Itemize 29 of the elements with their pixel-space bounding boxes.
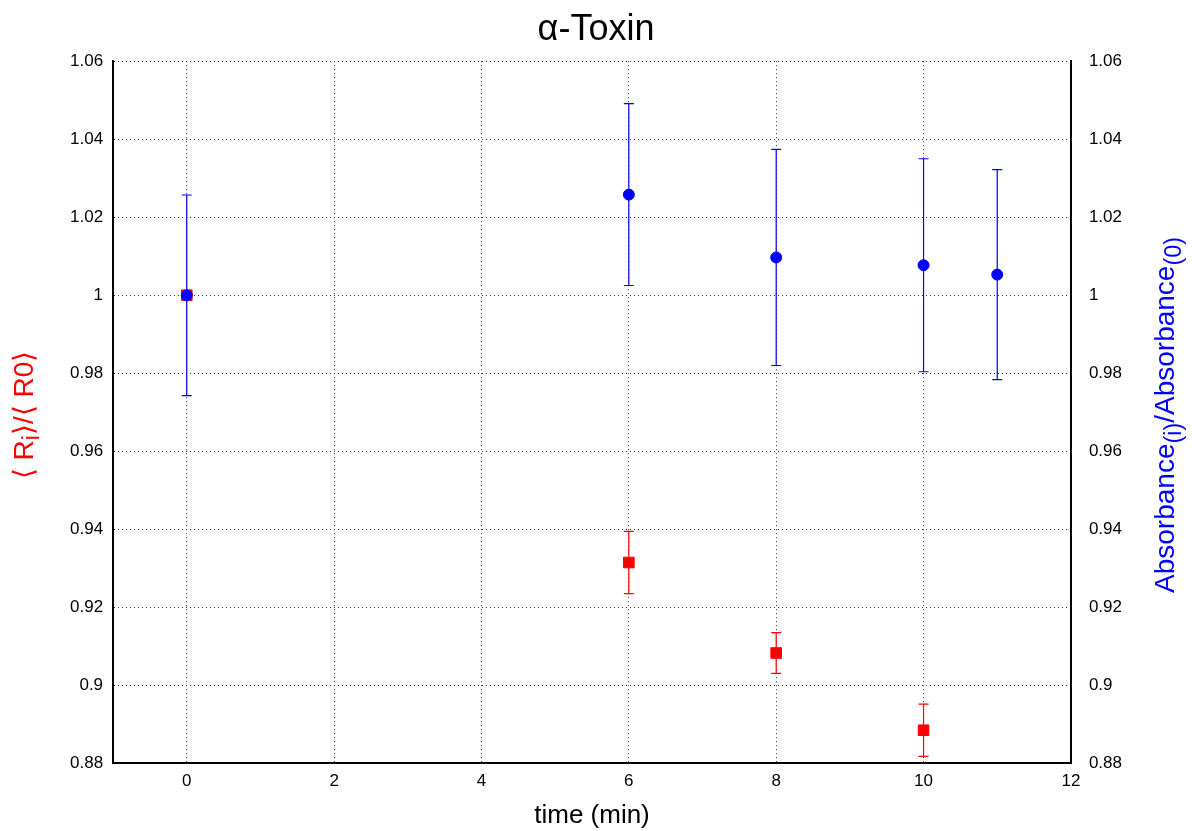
- y-tick-label: 1.06: [69, 50, 104, 70]
- y-tick-label: 0.98: [69, 362, 104, 382]
- y2-tick-label: 1: [1088, 284, 1099, 304]
- y2-tick-label: 0.9: [1088, 675, 1113, 695]
- x-tick-label: 12: [1061, 771, 1081, 791]
- y2-tick-label: 0.92: [1088, 597, 1123, 617]
- x-tick-label: 4: [476, 771, 487, 791]
- y-tick-label: 0.88: [69, 753, 104, 773]
- y-tick-label: 1.02: [69, 206, 104, 226]
- x-tick-label: 0: [182, 771, 192, 791]
- y-tick-label: 0.96: [69, 441, 104, 460]
- y-tick-label: 1: [93, 284, 104, 304]
- y-tick-label: 0.94: [69, 519, 104, 539]
- x-tick-label: 8: [771, 771, 781, 791]
- y-tick-label: 0.92: [69, 597, 104, 617]
- y-tick-label: 1.04: [69, 128, 104, 148]
- y2-tick-label: 1.06: [1088, 50, 1123, 70]
- y2-tick-label: 0.96: [1088, 441, 1123, 460]
- x-tick-label: 6: [624, 771, 634, 791]
- y-tick-label: 0.9: [79, 675, 104, 695]
- y2-tick-label: 0.94: [1088, 519, 1123, 539]
- chart-title: α-Toxin: [537, 6, 655, 48]
- x-tick-label: 2: [329, 771, 339, 791]
- x-tick-label: 10: [914, 771, 934, 791]
- y2-tick-label: 0.98: [1088, 362, 1123, 382]
- x-axis-title: time (min): [534, 798, 650, 829]
- y2-tick-label: 1.02: [1088, 206, 1123, 226]
- y2-tick-label: 0.88: [1088, 753, 1123, 773]
- y2-tick-label: 1.04: [1088, 128, 1123, 148]
